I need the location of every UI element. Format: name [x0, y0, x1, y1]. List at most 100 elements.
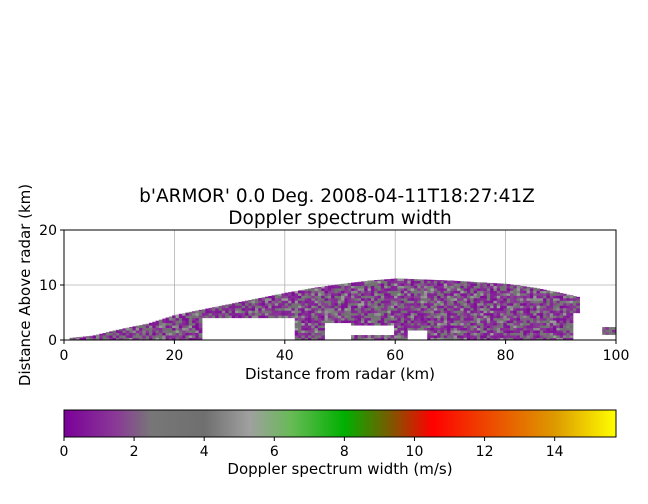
echo-cell [480, 283, 484, 286]
echo-cell [460, 290, 465, 294]
echo-cell [437, 337, 441, 340]
echo-cell [327, 290, 332, 294]
echo-cell [463, 285, 468, 289]
echo-cell [364, 312, 368, 316]
echo-cell [288, 305, 292, 309]
echo-cell [566, 320, 571, 324]
echo-cell [536, 325, 541, 329]
echo-cell [304, 335, 309, 338]
echo-cell-isolated [605, 327, 610, 330]
echo-cell [298, 292, 302, 296]
echo-cell [370, 335, 375, 338]
echo-cell [466, 337, 471, 340]
echo-cell [536, 322, 541, 326]
echo-cell [139, 325, 143, 329]
echo-cell [235, 315, 239, 319]
echo-cell [559, 317, 564, 321]
echo-cell [486, 325, 491, 329]
echo-cell [453, 320, 458, 324]
echo-cell [516, 337, 521, 340]
echo-cell [546, 332, 551, 336]
echo-cell [513, 320, 518, 324]
echo-cell [354, 335, 359, 338]
echo-cell [370, 280, 375, 281]
echo-cell [321, 305, 325, 309]
echo-cell [377, 320, 382, 324]
echo-cell [294, 305, 299, 309]
echo-cell [413, 307, 418, 311]
echo-cell [480, 292, 484, 296]
echo-cell [450, 305, 455, 309]
echo-cell [228, 305, 233, 309]
echo-cell [360, 305, 365, 309]
echo-cell [476, 320, 481, 324]
echo-cell [397, 285, 402, 289]
echo-cell [397, 305, 402, 309]
echo-cell [291, 302, 296, 306]
echo-cell [307, 295, 312, 299]
echo-cell [185, 330, 190, 333]
echo-cell [483, 332, 488, 336]
echo-cell [321, 335, 325, 338]
echo-cell [503, 310, 508, 314]
echo-cell [473, 315, 478, 319]
echo-cell [470, 330, 474, 333]
echo-cell [546, 290, 551, 294]
echo-cell [324, 317, 329, 321]
echo-cell [427, 312, 431, 316]
echo-cell [503, 305, 508, 309]
echo-cell [427, 280, 431, 284]
echo-cell [112, 335, 117, 338]
echo-cell [351, 312, 355, 316]
echo-cell [370, 295, 375, 299]
echo-cell [523, 322, 527, 326]
echo-cell [423, 297, 428, 301]
echo-cell [238, 302, 243, 306]
echo-cell [453, 327, 458, 331]
echo-cell [447, 312, 451, 316]
echo-cell [427, 337, 431, 340]
echo-cell [364, 283, 368, 286]
chart-title-line1: b'ARMOR' 0.0 Deg. 2008-04-11T18:27:41Z [139, 186, 535, 207]
echo-cell [360, 290, 365, 294]
echo-cell [496, 283, 501, 286]
echo-cell [274, 315, 279, 319]
echo-cell [347, 282, 352, 284]
echo-cell [225, 312, 229, 316]
echo-cell [394, 335, 398, 338]
echo-cell [460, 337, 465, 340]
echo-cell [294, 317, 299, 321]
echo-cell [556, 317, 561, 321]
echo-cell [334, 302, 339, 306]
echo-cell [430, 279, 435, 281]
echo-cell [420, 302, 425, 306]
echo-cell [281, 300, 286, 304]
echo-cell [536, 300, 541, 304]
echo-cell [543, 325, 547, 329]
echo-cell [298, 335, 302, 338]
echo-cell [291, 307, 296, 311]
echo-cell [417, 290, 421, 294]
echo-cell [549, 291, 554, 294]
echo-cell [390, 302, 395, 306]
echo-cell [298, 332, 302, 336]
echo-cell [367, 292, 372, 296]
echo-cell [344, 297, 349, 301]
echo-cell [427, 315, 431, 319]
echo-cell [450, 317, 455, 321]
echo-cell [460, 292, 465, 296]
echo-cell [486, 288, 491, 291]
echo-cell [390, 305, 395, 309]
echo-cell [553, 307, 557, 311]
echo-cell [327, 292, 332, 296]
echo-cell [407, 307, 412, 311]
echo-cell [546, 325, 551, 329]
echo-cell [370, 307, 375, 311]
echo-cell [301, 310, 306, 314]
echo-cell [334, 305, 339, 309]
echo-cell [407, 297, 412, 301]
echo-cell [185, 325, 190, 329]
echo-cell [341, 305, 345, 309]
echo-cell [440, 297, 445, 301]
echo-cell [384, 280, 388, 284]
